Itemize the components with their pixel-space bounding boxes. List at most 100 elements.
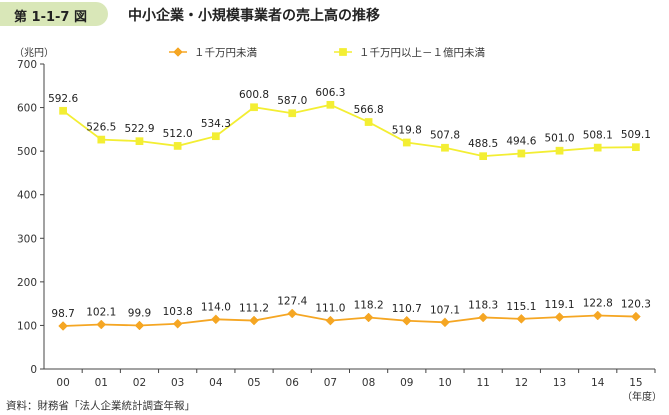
data-point bbox=[363, 312, 374, 323]
data-point bbox=[593, 143, 602, 152]
data-label: 494.6 bbox=[506, 135, 536, 147]
x-tick-label: 06 bbox=[286, 377, 300, 389]
data-point bbox=[364, 118, 373, 126]
data-label: 118.3 bbox=[468, 299, 498, 311]
data-label: 600.8 bbox=[239, 89, 269, 101]
data-point bbox=[210, 314, 221, 325]
series-0: 98.7 102.1 99.9 103.8 114.0 111.2 127.4 111.0 11… bbox=[51, 295, 651, 331]
data-label: 107.1 bbox=[430, 304, 460, 316]
data-point bbox=[440, 317, 450, 328]
x-tick-label: 14 bbox=[591, 377, 605, 389]
data-point bbox=[96, 319, 107, 330]
data-label: 118.2 bbox=[354, 299, 384, 311]
x-tick-label: 10 bbox=[438, 377, 451, 389]
data-point bbox=[555, 146, 564, 155]
y-tick-label: 300 bbox=[17, 233, 37, 245]
data-label: 534.3 bbox=[201, 118, 231, 130]
data-point bbox=[326, 100, 335, 109]
data-label: 103.8 bbox=[163, 306, 193, 318]
series-line bbox=[63, 312, 636, 327]
data-point bbox=[479, 152, 488, 161]
chart-legend: １千万円未満 １千万円以上－１億円未満 bbox=[169, 46, 485, 59]
y-tick-label: 700 bbox=[17, 59, 37, 71]
data-point bbox=[287, 308, 298, 319]
data-point bbox=[134, 320, 145, 331]
x-tick-label: 08 bbox=[362, 377, 375, 389]
data-point bbox=[325, 315, 336, 326]
data-label: 99.9 bbox=[128, 307, 151, 319]
x-tick-label: 13 bbox=[553, 377, 566, 389]
data-label: 592.6 bbox=[48, 93, 78, 105]
source-note: 資料：財務省「法人企業統計調査年報」 bbox=[6, 400, 195, 412]
data-label: 120.3 bbox=[621, 299, 651, 311]
x-tick-label: 12 bbox=[515, 377, 528, 389]
y-tick-label: 100 bbox=[17, 320, 37, 332]
x-tick-label: 07 bbox=[324, 377, 337, 389]
data-point bbox=[97, 135, 106, 144]
legend-marker bbox=[173, 47, 183, 57]
legend-label: １千万円未満 bbox=[194, 47, 257, 59]
data-label: 509.1 bbox=[621, 129, 651, 141]
x-tick-label: 09 bbox=[400, 377, 413, 389]
data-label: 519.8 bbox=[392, 125, 422, 137]
legend-marker bbox=[339, 48, 347, 56]
data-label: 111.0 bbox=[315, 303, 345, 315]
data-point bbox=[59, 106, 67, 115]
x-tick-label: 15 bbox=[629, 377, 642, 389]
data-point bbox=[516, 313, 527, 324]
y-tick-label: 500 bbox=[17, 146, 37, 158]
y-axis-unit-label: （兆円） bbox=[14, 48, 54, 59]
data-label: 111.2 bbox=[239, 303, 269, 315]
data-label: 501.0 bbox=[545, 133, 575, 145]
x-axis-label: （年度） bbox=[622, 390, 662, 403]
data-point bbox=[402, 138, 411, 147]
x-tick-label: 02 bbox=[133, 377, 146, 389]
y-tick-label: 200 bbox=[17, 277, 37, 289]
data-label: 508.1 bbox=[583, 130, 613, 142]
data-label: 127.4 bbox=[277, 295, 307, 307]
data-label: 488.5 bbox=[468, 138, 498, 150]
data-label: 110.7 bbox=[392, 303, 422, 315]
data-point bbox=[211, 132, 220, 141]
data-label: 512.0 bbox=[163, 128, 193, 140]
figure-number: 第 1-1-7 図 bbox=[14, 10, 87, 25]
data-label: 606.3 bbox=[315, 87, 345, 99]
data-point bbox=[631, 311, 641, 322]
x-tick-label: 04 bbox=[209, 377, 223, 389]
y-tick-label: 0 bbox=[30, 364, 37, 376]
y-tick-label: 400 bbox=[17, 190, 37, 202]
data-point bbox=[249, 315, 259, 326]
data-label: 587.0 bbox=[277, 95, 307, 107]
data-label: 114.0 bbox=[201, 301, 231, 313]
data-label: 507.8 bbox=[430, 130, 460, 142]
y-tick-label: 600 bbox=[17, 103, 37, 115]
figure-title: 中小企業・小規模事業者の売上高の推移 bbox=[128, 8, 380, 24]
data-point bbox=[632, 143, 640, 152]
chart-series-layer: 98.7 102.1 99.9 103.8 114.0 111.2 127.4 111.0 11… bbox=[48, 87, 651, 331]
data-point bbox=[58, 321, 68, 331]
x-tick-label: 11 bbox=[476, 377, 489, 389]
data-point bbox=[517, 149, 526, 158]
x-tick-label: 00 bbox=[56, 377, 69, 389]
data-point bbox=[250, 103, 258, 112]
data-label: 115.1 bbox=[506, 301, 536, 313]
data-point bbox=[288, 109, 297, 118]
chart-axes: 0 100 200 300 400 500 600 700 00 01 02 03 04 05 06 07 08… bbox=[17, 59, 662, 403]
data-label: 566.8 bbox=[354, 104, 384, 116]
data-label: 119.1 bbox=[545, 299, 575, 311]
data-label: 98.7 bbox=[51, 308, 74, 320]
data-point bbox=[172, 318, 183, 329]
legend-label: １千万円以上－１億円未満 bbox=[359, 46, 485, 59]
data-point bbox=[554, 312, 565, 322]
data-point bbox=[441, 143, 449, 152]
data-label: 102.1 bbox=[86, 307, 116, 319]
data-point bbox=[401, 315, 412, 326]
x-tick-label: 05 bbox=[247, 377, 260, 389]
data-point bbox=[592, 310, 603, 321]
data-label: 526.5 bbox=[86, 122, 116, 134]
data-label: 122.8 bbox=[583, 297, 613, 309]
series-line bbox=[62, 103, 636, 158]
data-point bbox=[173, 142, 182, 150]
x-tick-label: 01 bbox=[95, 377, 108, 389]
